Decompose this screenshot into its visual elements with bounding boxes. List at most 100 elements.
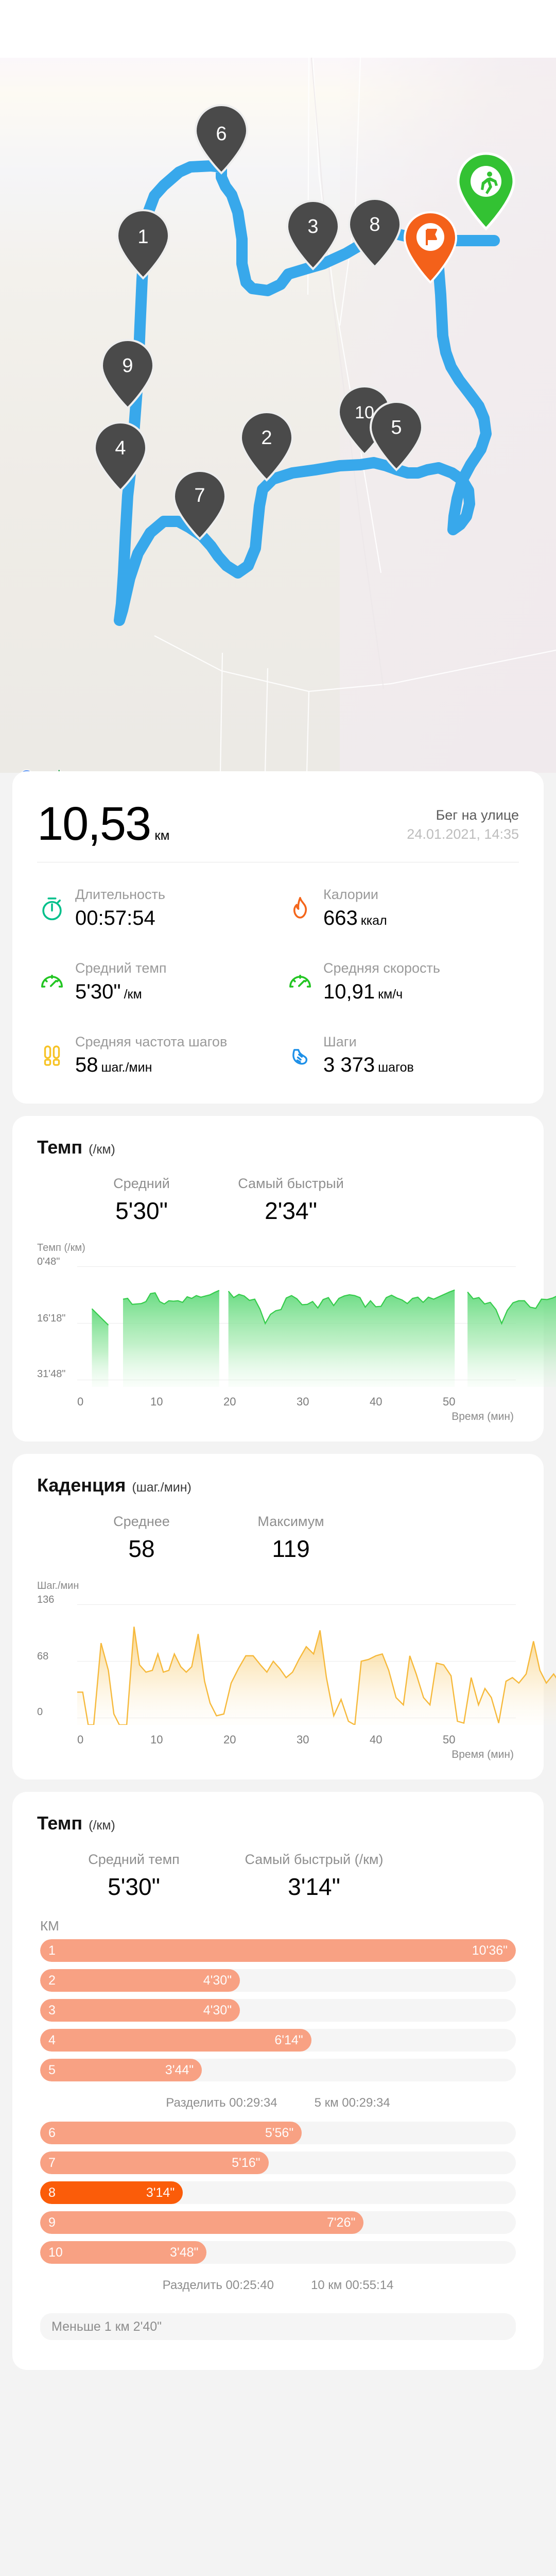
stat-value: 58 (75, 1054, 98, 1077)
stat-label: Самый быстрый (/км) (245, 1852, 384, 1868)
split-bar: 3 4'30" (40, 1999, 240, 2022)
split-row[interactable]: 3 4'30" (40, 1999, 516, 2022)
x-tick: 0 (77, 1733, 84, 1747)
split-summary-note: Разделить 00:25:40 10 км 00:55:14 (40, 2271, 516, 2304)
stat-label: Среднее (113, 1514, 170, 1530)
x-tick: 20 (223, 1395, 236, 1409)
stopwatch-icon (38, 894, 66, 922)
split-row[interactable]: 4 6'14" (40, 2029, 516, 2052)
footprints-icon (38, 1042, 66, 1070)
split-row[interactable]: 8 3'14" (40, 2181, 516, 2205)
splits-list: 1 10'36" 2 4'30" 3 4'30" 4 6'14" 5 3'44" Разделить… (31, 1939, 525, 2309)
google-attribution-logo: Google (21, 768, 69, 773)
activity-datetime: 24.01.2021, 14:35 (407, 826, 519, 842)
stat-value: 00:57:54 (75, 906, 155, 929)
cadence-avg-stat: Среднее 58 (67, 1514, 216, 1563)
split-pace-value: 4'30" (203, 1973, 232, 1988)
svg-text:1: 1 (137, 226, 148, 248)
split-pace-value: 6'14" (274, 2032, 303, 2047)
cadence-x-axis-title: Время (мин) (451, 1749, 514, 1761)
split-cumulative: 5 км 00:29:34 (314, 2096, 390, 2110)
cadence-chart-card: Каденция (шаг./мин) Среднее 58 Максимум … (12, 1454, 556, 1780)
km-marker-5: 5 (369, 400, 424, 471)
svg-text:8: 8 (369, 214, 380, 235)
stat-duration: Длительность 00:57:54 (30, 880, 278, 936)
stat-label: Средняя частота шагов (75, 1033, 228, 1049)
sport-type-label: Бег на улице (436, 807, 519, 823)
map-canvas[interactable]: 6 1 3 8 9 (0, 58, 556, 773)
cadence-y-axis-title: Шаг./мин (37, 1580, 79, 1592)
cadence-max-stat: Максимум 119 (216, 1514, 366, 1563)
split-duration: Разделить 00:25:40 (162, 2278, 274, 2293)
stat-label: Средний темп (75, 960, 167, 976)
stat-unit: шаг./мин (101, 1060, 152, 1075)
x-tick: 30 (297, 1395, 309, 1409)
distance-block: 10,53 км (37, 800, 169, 848)
split-km-index: 9 (48, 2215, 56, 2230)
splits-title-unit: (/км) (89, 1818, 115, 1833)
split-pace-value: 4'30" (203, 2003, 232, 2018)
split-bar: 9 7'26" (40, 2211, 364, 2234)
split-bar: 6 5'56" (40, 2122, 302, 2145)
svg-text:5: 5 (391, 417, 402, 438)
stat-label: Шаги (323, 1033, 357, 1049)
stat-steps: Шаги 3 373 шагов (278, 1027, 526, 1083)
split-bar: 5 3'44" (40, 2059, 202, 2082)
stat-value: 10,91 (323, 980, 375, 1003)
split-duration: Разделить 00:29:34 (166, 2096, 277, 2110)
x-tick: 30 (297, 1733, 309, 1747)
cadence-chart-title: Каденция (37, 1475, 126, 1496)
split-bar: 7 5'16" (40, 2151, 269, 2175)
split-km-index: 8 (48, 2185, 56, 2200)
shoe-icon (286, 1042, 314, 1070)
split-row[interactable]: 10 3'48" (40, 2241, 516, 2264)
pace-x-axis: 0 10 20 30 40 50 (31, 1395, 525, 1409)
km-marker-1: 1 (116, 209, 170, 280)
y-tick: 68 (37, 1651, 49, 1663)
stat-value: 58 (128, 1535, 155, 1563)
stat-label: Длительность (75, 887, 165, 902)
split-bar: 8 3'14" (40, 2181, 183, 2205)
split-row[interactable]: 5 3'44" (40, 2059, 516, 2082)
x-tick: 50 (443, 1733, 456, 1747)
split-km-index: 5 (48, 2062, 56, 2077)
split-row[interactable]: 1 10'36" (40, 1939, 516, 1962)
split-pace-value: 3'48" (170, 2245, 199, 2260)
stat-value: 5'30" (75, 980, 121, 1003)
split-row[interactable]: 9 7'26" (40, 2211, 516, 2234)
km-marker-8: 8 (348, 197, 402, 268)
km-marker-9: 9 (100, 338, 155, 410)
split-row[interactable]: 2 4'30" (40, 1969, 516, 1992)
splits-title: Темп (37, 1812, 83, 1834)
pace-chart-card: Темп (/км) Средний 5'30" Самый быстрый 2… (12, 1116, 556, 1442)
split-pace-value: 5'16" (232, 2155, 260, 2170)
map-route-svg: 6 1 3 8 9 (93, 58, 556, 773)
stats-grid: Длительность 00:57:54 Калории (12, 862, 544, 1104)
split-pace-value: 3'14" (146, 2185, 175, 2200)
route-map[interactable]: 6 1 3 8 9 (0, 0, 556, 773)
split-row[interactable]: 7 5'16" (40, 2151, 516, 2175)
km-marker-7: 7 (172, 469, 227, 540)
stat-unit: ккал (360, 913, 387, 928)
split-row[interactable]: 6 5'56" (40, 2122, 516, 2145)
y-tick: 16'18" (37, 1313, 66, 1325)
split-pace-value: 7'26" (326, 2215, 356, 2230)
x-tick: 20 (223, 1733, 236, 1747)
svg-text:6: 6 (216, 123, 227, 145)
split-pace-value: 3'44" (165, 2062, 194, 2077)
stat-value: 5'30" (115, 1197, 168, 1225)
km-marker-6: 6 (194, 104, 249, 175)
split-summary-note: Разделить 00:29:34 5 км 00:29:34 (40, 2089, 516, 2122)
svg-text:2: 2 (261, 427, 272, 449)
stat-label: Средний (113, 1176, 170, 1192)
x-tick: 10 (150, 1733, 163, 1747)
split-km-index: 7 (48, 2155, 56, 2170)
y-tick: 136 (37, 1594, 55, 1606)
stat-label: Средняя скорость (323, 960, 440, 976)
split-cumulative: 10 км 00:55:14 (310, 2278, 394, 2293)
stat-unit: шагов (378, 1060, 414, 1075)
stat-avg-pace: Средний темп 5'30" /км (30, 954, 278, 1010)
less-than-km-row: Меньше 1 км 2'40" (40, 2313, 516, 2341)
distance-unit: км (154, 827, 170, 843)
stat-label: Калории (323, 887, 378, 902)
